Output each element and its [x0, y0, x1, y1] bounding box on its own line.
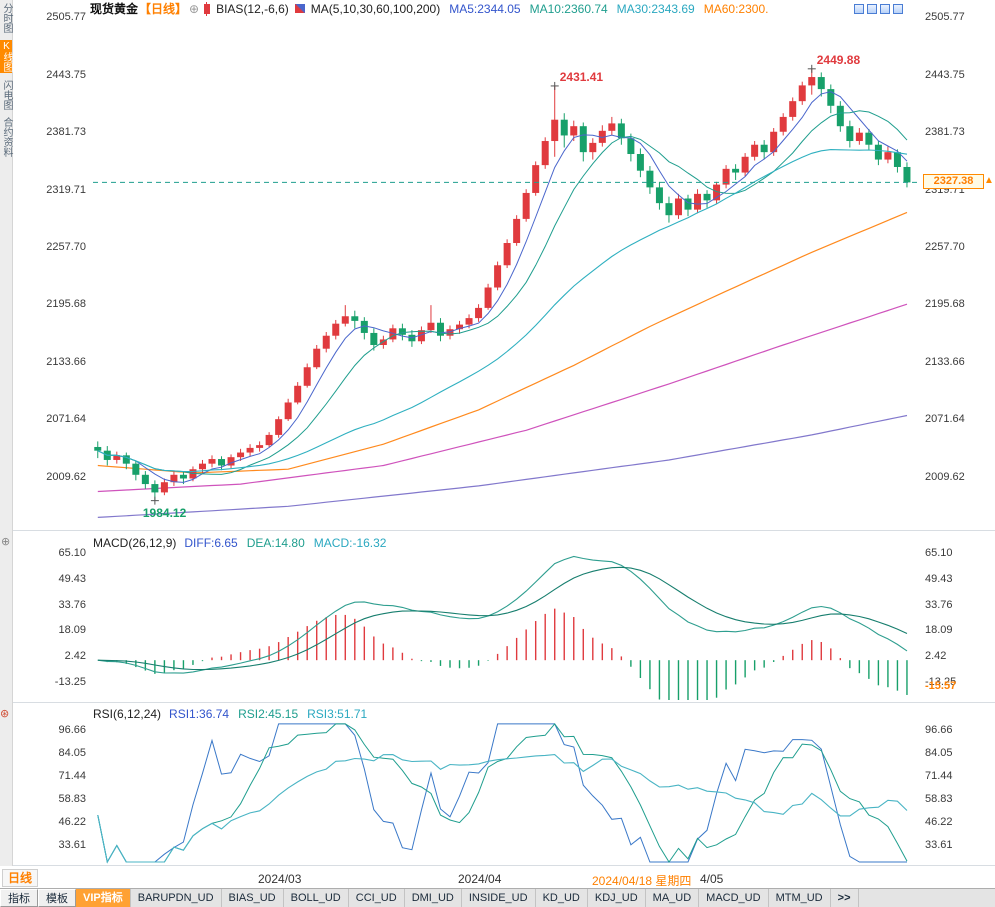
bottom-tab[interactable]: VIP指标 [76, 889, 131, 907]
sidebar-tab-4[interactable]: 合约资料 [1, 117, 12, 157]
macd-value: MACD:-16.32 [313, 536, 387, 550]
period-tab[interactable]: 日线 [2, 869, 39, 887]
rsi-value: RSI3:51.71 [307, 707, 368, 721]
layout-split-3-icon[interactable] [880, 3, 890, 14]
layout-single-icon[interactable] [854, 3, 864, 14]
ma-value: MA60:2300. [703, 1, 769, 16]
symbol-name: 现货黄金 [90, 2, 139, 16]
sidebar-tab-1[interactable]: 分时图 [1, 3, 12, 33]
ma-values-group: MA5:2344.05 MA10:2360.74 MA30:2343.69 MA60:… [449, 2, 777, 16]
add-indicator-icon[interactable]: ⊕ [189, 1, 200, 16]
bottom-tab[interactable]: CCI_UD [349, 889, 405, 907]
ma-indicator-icon[interactable] [294, 4, 305, 13]
bottom-tab[interactable]: DMI_UD [405, 889, 462, 907]
chart-header: 现货黄金 【日线】 ⊕ BIAS(12,-6,6) MA(5,10,30,60,… [0, 0, 995, 17]
price-arrow-icon: ▲ [984, 175, 994, 187]
rsi-value: RSI1:36.74 [169, 707, 230, 721]
ma-indicator-label: MA(5,10,30,60,100,200) [310, 1, 441, 16]
date-axis-strip [0, 866, 995, 888]
macd-value: DEA:14.80 [246, 536, 305, 550]
left-sidebar: 分时图 K线图闪电图合约资料 [0, 0, 13, 866]
ma-value: MA5:2344.05 [449, 1, 521, 16]
bottom-tab[interactable]: KD_UD [536, 889, 588, 907]
macd-panel-icon[interactable]: ⊕ [1, 536, 11, 548]
macd-header: MACD(26,12,9) DIFF:6.65 DEA:14.80 MACD:-16… [93, 536, 395, 550]
ma-value: MA30:2343.69 [616, 1, 695, 16]
rsi-header: RSI(6,12,24) RSI1:36.74 RSI2:45.15 RSI3:51… [93, 707, 376, 721]
bottom-tabbar: 指标 模板 VIP指标 BARUPDN_UD BIAS_UD BOLL_UD CCI_UD D… [0, 888, 995, 907]
indicator-panel-button[interactable]: 模板 [38, 889, 76, 907]
bottom-tab[interactable]: MA_UD [646, 889, 700, 907]
bottom-tab[interactable]: MACD_UD [699, 889, 769, 907]
layout-split-2-icon[interactable] [867, 3, 877, 14]
indicator-panel-button[interactable]: 指标 [0, 889, 38, 907]
layout-icons-group [854, 3, 903, 14]
more-tabs-button[interactable]: >> [831, 889, 859, 907]
macd-values-group: DIFF:6.65 DEA:14.80 MACD:-16.32 [184, 536, 395, 550]
bias-indicator-label: BIAS(12,-6,6) [216, 1, 289, 16]
bottom-tab[interactable]: MTM_UD [769, 889, 831, 907]
rsi-panel-icon[interactable]: ⊛ [0, 708, 10, 720]
rsi-value: RSI2:45.15 [238, 707, 299, 721]
sidebar-tab-3[interactable]: 闪电图 [1, 80, 12, 110]
rsi-values-group: RSI1:36.74 RSI2:45.15 RSI3:51.71 [169, 707, 376, 721]
sidebar-tab-2[interactable]: K线图 [0, 40, 12, 73]
bottom-tab[interactable]: BIAS_UD [222, 889, 284, 907]
period-label: 【日线】 [139, 2, 188, 16]
layout-split-4-icon[interactable] [893, 3, 903, 14]
current-price-tag: 2327.38 [923, 174, 984, 190]
candle-style-icon[interactable] [204, 1, 211, 16]
ma-value: MA10:2360.74 [529, 1, 608, 16]
macd-title: MACD(26,12,9) [93, 536, 177, 550]
rsi-title: RSI(6,12,24) [93, 707, 162, 721]
bottom-tab[interactable]: KDJ_UD [588, 889, 646, 907]
bottom-tab[interactable]: BOLL_UD [284, 889, 349, 907]
macd-value: DIFF:6.65 [184, 536, 238, 550]
bottom-tab[interactable]: BARUPDN_UD [131, 889, 222, 907]
bottom-tab[interactable]: INSIDE_UD [462, 889, 536, 907]
